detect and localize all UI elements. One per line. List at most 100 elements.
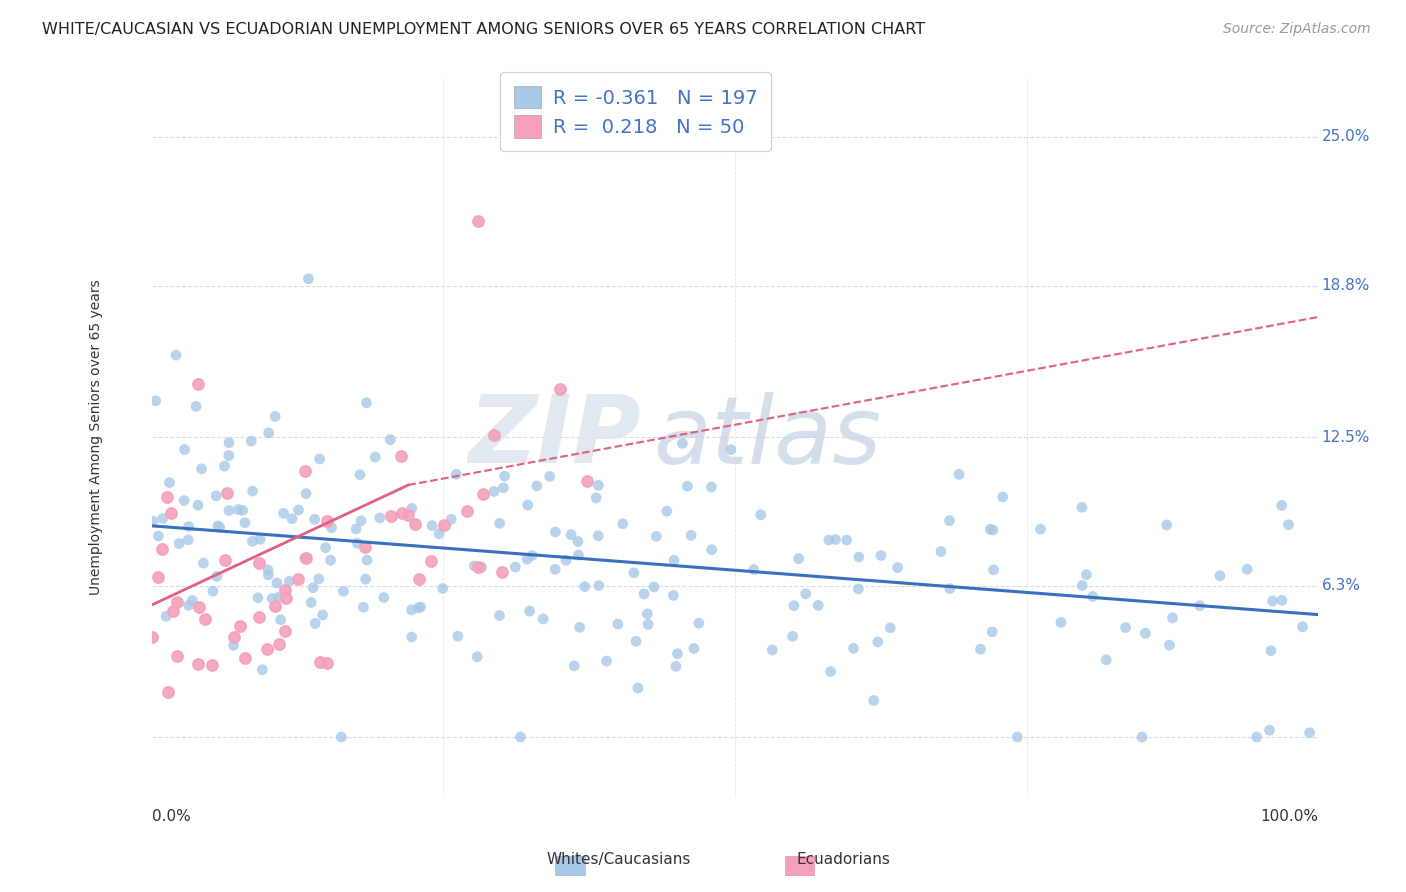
Point [1236, 562, 1258, 576]
Point [155, 609, 177, 624]
Point [267, 637, 290, 651]
Point [983, 563, 1005, 577]
Point [201, 584, 224, 599]
Point [526, 479, 548, 493]
Point [1161, 611, 1184, 625]
Point [281, 511, 304, 525]
Point [636, 607, 658, 621]
Point [567, 534, 589, 549]
Point [1277, 517, 1299, 532]
Point [835, 533, 858, 548]
Point [226, 502, 249, 516]
Point [201, 657, 224, 672]
Point [373, 591, 395, 605]
Point [177, 519, 200, 533]
Point [662, 553, 685, 567]
Text: Whites/Caucasians: Whites/Caucasians [547, 852, 690, 867]
Point [595, 654, 617, 668]
Point [447, 629, 470, 643]
Point [240, 434, 263, 448]
Point [1071, 578, 1094, 592]
Point [633, 587, 655, 601]
Point [173, 493, 195, 508]
Text: 12.5%: 12.5% [1322, 430, 1369, 444]
Point [1130, 730, 1153, 744]
Point [247, 556, 270, 570]
Point [356, 396, 378, 410]
Point [624, 634, 647, 648]
Legend: R = -0.361   N = 197, R =  0.218   N = 50: R = -0.361 N = 197, R = 0.218 N = 50 [501, 72, 770, 152]
Point [273, 506, 295, 520]
Point [256, 642, 278, 657]
Point [1007, 730, 1029, 744]
Point [471, 560, 494, 574]
Point [522, 549, 544, 563]
Point [1271, 593, 1294, 607]
Point [142, 514, 165, 528]
Point [148, 529, 170, 543]
Point [205, 489, 228, 503]
Point [446, 467, 468, 482]
Point [509, 730, 531, 744]
Point [420, 518, 443, 533]
Point [494, 469, 516, 483]
Point [1095, 653, 1118, 667]
Point [492, 481, 515, 495]
Point [588, 579, 610, 593]
Point [257, 567, 280, 582]
Point [862, 693, 884, 707]
Point [208, 520, 231, 534]
Point [807, 599, 830, 613]
Point [187, 657, 209, 672]
Point [380, 433, 402, 447]
Point [344, 522, 367, 536]
Point [350, 514, 373, 528]
Point [787, 551, 810, 566]
Point [939, 582, 962, 596]
Point [304, 512, 326, 526]
Point [1260, 643, 1282, 657]
Point [482, 484, 505, 499]
Point [222, 638, 245, 652]
Point [308, 451, 330, 466]
Point [160, 507, 183, 521]
Point [354, 572, 377, 586]
Point [173, 442, 195, 457]
Point [308, 572, 330, 586]
Point [314, 541, 336, 555]
Point [187, 377, 209, 392]
Point [356, 553, 378, 567]
Point [346, 536, 368, 550]
Point [401, 603, 423, 617]
Text: Unemployment Among Seniors over 65 years: Unemployment Among Seniors over 65 years [89, 279, 103, 595]
Point [531, 612, 554, 626]
Point [643, 580, 665, 594]
Point [187, 498, 209, 512]
Point [193, 556, 215, 570]
Point [465, 649, 488, 664]
Point [488, 608, 510, 623]
Text: 25.0%: 25.0% [1322, 129, 1369, 145]
Text: 100.0%: 100.0% [1260, 809, 1319, 824]
Point [548, 382, 571, 396]
Point [252, 663, 274, 677]
Point [588, 478, 610, 492]
Point [433, 518, 456, 533]
Point [637, 617, 659, 632]
Point [1029, 522, 1052, 536]
Point [1156, 518, 1178, 533]
Point [389, 449, 412, 463]
Point [276, 591, 298, 606]
Point [688, 616, 710, 631]
Point [311, 608, 333, 623]
Point [1115, 621, 1137, 635]
Point [679, 528, 702, 542]
Point [349, 467, 371, 482]
Point [257, 425, 280, 440]
Point [456, 504, 478, 518]
Point [156, 685, 179, 699]
Point [274, 624, 297, 638]
Text: atlas: atlas [654, 392, 882, 483]
Point [440, 512, 463, 526]
Point [273, 582, 295, 597]
